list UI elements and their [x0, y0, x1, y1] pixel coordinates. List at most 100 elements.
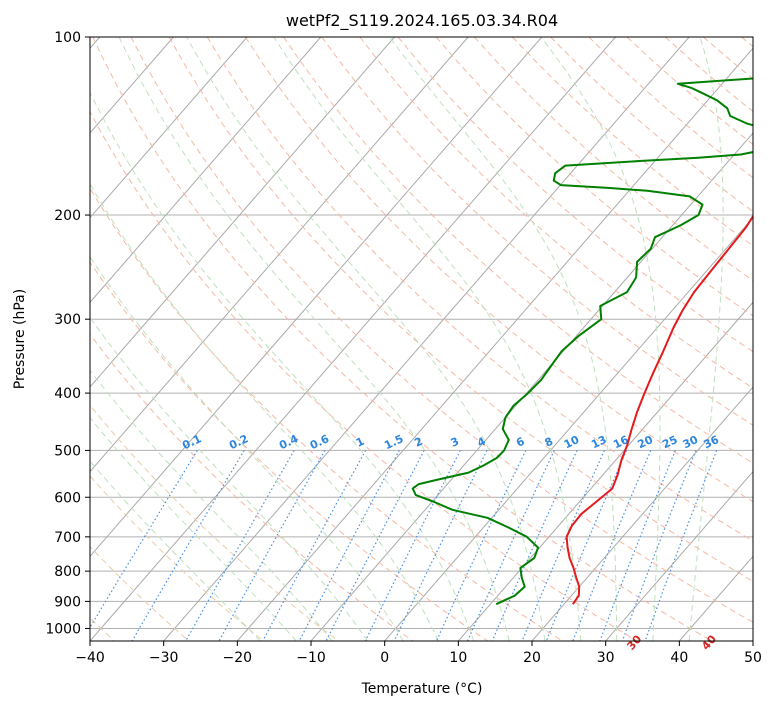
isotherm-line [90, 37, 248, 219]
mixing-ratio-label: 20 [636, 433, 656, 451]
y-tick-label: 800 [54, 564, 81, 580]
dewpoint-profile-line [411, 77, 753, 606]
mixing-ratio-line [521, 450, 605, 641]
dry-adiabat-line [397, 37, 753, 353]
dry-adiabat-line [702, 37, 753, 80]
dry-adiabat-line [244, 37, 753, 503]
x-tick-label: −20 [223, 650, 253, 666]
isotherm-line [384, 216, 753, 641]
moist-adiabat-line [90, 460, 261, 641]
x-tick-label: 20 [523, 650, 541, 666]
mixing-ratio-label: 10 [562, 433, 582, 451]
isotherm-line [236, 47, 753, 641]
moist-adiabat-line [186, 37, 546, 641]
mixing-ratio-label: 1 [354, 435, 366, 450]
isotherm-line [752, 640, 753, 641]
dry-adiabat-line [474, 37, 753, 282]
moist-adiabat-line [388, 37, 618, 641]
mixing-ratio-line [621, 450, 697, 641]
x-tick-label: 40 [670, 650, 688, 666]
dry-adiabat-line [90, 187, 563, 641]
moist-adiabat-line [118, 37, 510, 641]
profiles [411, 77, 753, 606]
x-tick-label: −10 [296, 650, 326, 666]
plot-frame [89, 36, 754, 642]
moist-adiabat-line [90, 256, 404, 641]
mixing-ratio-line [298, 450, 400, 641]
background-lines [90, 37, 753, 641]
y-tick-label: 500 [54, 443, 81, 459]
mixing-ratio-line [364, 450, 461, 641]
dry-adiabat-line [206, 37, 753, 542]
chart-title: wetPf2_S119.2024.165.03.34.R04 [286, 11, 558, 31]
mixing-ratio-line [393, 450, 488, 641]
mixing-ratio-line [466, 450, 555, 641]
x-tick-label: 0 [380, 650, 389, 666]
dry-adiabat-line [664, 37, 753, 113]
mixing-ratio-label: 3 [449, 435, 461, 450]
mixing-ratio-label: 4 [475, 435, 488, 450]
moist-adiabat-line [90, 369, 333, 641]
y-axis-label: Pressure (hPa) [12, 289, 28, 389]
mixing-ratio-line [572, 450, 652, 641]
mixing-ratio-line [262, 450, 367, 641]
moist-adiabat-line [90, 91, 475, 641]
y-tick-label: 200 [54, 208, 81, 224]
dry-adiabat-line [283, 37, 753, 464]
y-tick-label: 300 [54, 312, 81, 328]
mixing-ratio-label: 36 [702, 433, 722, 451]
x-tick-label: 10 [449, 650, 467, 666]
dry-adiabat-line [435, 37, 753, 317]
x-tick-label: 30 [597, 650, 615, 666]
mixing-ratio-line [599, 450, 676, 641]
mixing-ratio-label: 0.4 [277, 432, 300, 452]
isotherm-line [531, 386, 753, 641]
mixing-ratio-line [218, 450, 326, 641]
dry-adiabat-line [512, 37, 753, 247]
isotherm-line [90, 37, 395, 388]
mixing-ratio-line [435, 450, 527, 641]
mixing-ratio-line [644, 450, 718, 641]
dry-adiabat-line [550, 37, 753, 213]
dry-adiabat-label: 40 [699, 632, 719, 652]
axes: −40 −30 −20 −10 0 10 20 30 40 5010020030040050060… [45, 30, 762, 666]
mixing-ratio-label: 13 [589, 433, 608, 451]
moist-adiabat-line [90, 416, 297, 641]
temperature-profile-line [565, 214, 753, 605]
isotherm-line [678, 555, 753, 641]
dry-adiabat-line [90, 110, 638, 641]
mixing-ratio-line [185, 450, 295, 641]
moist-adiabat-line [90, 316, 369, 641]
dry-adiabat-line [90, 333, 414, 641]
x-tick-label: −40 [75, 650, 105, 666]
mixing-ratio-label: 25 [660, 433, 679, 451]
moist-adiabat-line [540, 37, 661, 641]
isotherm-line [605, 470, 753, 641]
isotherm-line [90, 37, 543, 558]
y-tick-label: 700 [54, 530, 81, 546]
mixing-ratio-label: 0.6 [308, 432, 331, 452]
dry-adiabat-line [741, 37, 753, 48]
dry-adiabat-line [90, 475, 264, 641]
x-tick-label: −30 [149, 650, 179, 666]
mixing-ratio-label: 0.2 [227, 432, 250, 452]
mixing-ratio-label: 0.1 [180, 432, 203, 452]
mixing-ratio-label: 1.5 [382, 432, 405, 452]
y-tick-label: 100 [54, 30, 81, 46]
isotherm-line [90, 37, 322, 304]
dry-adiabat-line [92, 37, 712, 641]
dry-adiabat-line [90, 261, 488, 641]
dry-adiabat-line [588, 37, 753, 179]
dry-adiabat-line [130, 37, 753, 623]
moist-adiabat-line [273, 37, 582, 641]
isotherm-line [90, 37, 616, 641]
y-tick-label: 400 [54, 386, 81, 402]
isotherm-line [163, 37, 690, 641]
isotherm-line [310, 132, 753, 641]
x-axis-label: Temperature (°C) [361, 681, 483, 697]
mixing-ratio-line [325, 450, 425, 641]
y-tick-label: 600 [54, 490, 81, 506]
isotherm-line [457, 301, 753, 641]
